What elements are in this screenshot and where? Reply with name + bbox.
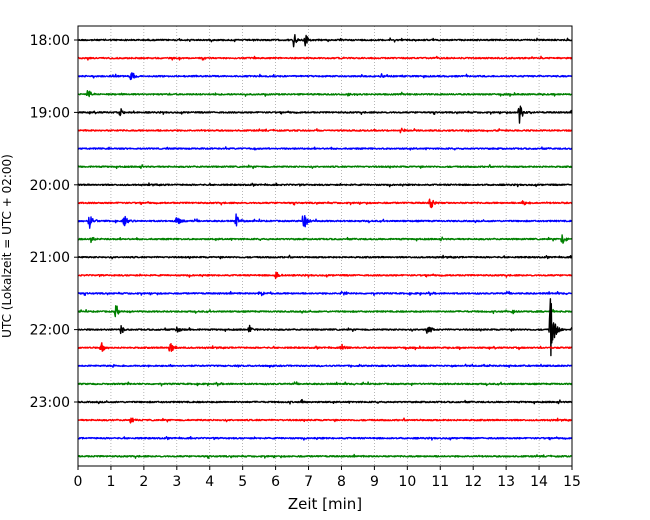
trace-line <box>77 127 573 134</box>
trace-line <box>77 298 573 357</box>
plot-frame <box>77 25 573 467</box>
trace-line <box>77 453 573 459</box>
y-tick-label: 21:00 <box>30 250 70 266</box>
x-tick-label: 5 <box>238 474 247 490</box>
x-tick-label: 14 <box>530 474 548 490</box>
trace-line <box>77 72 573 81</box>
trace-group <box>77 34 573 459</box>
x-tick-label: 8 <box>337 474 346 490</box>
trace-line <box>77 417 573 424</box>
x-axis-ticks: 0 1 2 3 4 5 6 7 8 9 10 11 12 13 14 15 <box>74 466 581 490</box>
y-tick-label: 18:00 <box>30 33 70 49</box>
trace-line <box>77 234 573 244</box>
trace-line <box>77 34 573 48</box>
trace-line <box>77 363 573 369</box>
trace-line <box>77 271 573 280</box>
y-tick-label: 19:00 <box>30 105 70 121</box>
y-tick-label: 20:00 <box>30 178 70 194</box>
grid-lines <box>110 26 540 466</box>
x-tick-label: 10 <box>398 474 416 490</box>
x-tick-label: 11 <box>431 474 449 490</box>
trace-line <box>77 381 573 387</box>
y-axis-ticks: 18:00 19:00 20:00 21:00 22:00 23:00 <box>30 33 78 411</box>
x-tick-label: 1 <box>106 474 115 490</box>
y-tick-label: 22:00 <box>30 323 70 339</box>
trace-line <box>77 305 573 318</box>
trace-line <box>77 342 573 352</box>
trace-line <box>77 398 573 405</box>
x-axis-label: Zeit [min] <box>288 495 362 513</box>
trace-line <box>77 105 573 124</box>
trace-line <box>77 436 573 441</box>
x-tick-label: 7 <box>304 474 313 490</box>
x-tick-label: 13 <box>497 474 515 490</box>
x-tick-label: 3 <box>172 474 181 490</box>
trace-line <box>77 89 573 98</box>
y-axis-label: UTC (Lokalzeit = UTC + 02:00) <box>0 154 14 338</box>
trace-line <box>77 254 573 260</box>
x-tick-label: 15 <box>563 474 581 490</box>
x-tick-label: 0 <box>74 474 83 490</box>
x-tick-label: 2 <box>139 474 148 490</box>
trace-line <box>77 55 573 61</box>
trace-line <box>77 182 573 188</box>
trace-line <box>77 198 573 209</box>
trace-line <box>77 146 573 151</box>
trace-line <box>77 290 573 297</box>
x-tick-label: 12 <box>464 474 482 490</box>
y-tick-label: 23:00 <box>30 395 70 411</box>
trace-line <box>77 164 573 170</box>
x-tick-label: 9 <box>370 474 379 490</box>
x-tick-label: 4 <box>205 474 214 490</box>
trace-line <box>77 213 573 229</box>
x-tick-label: 6 <box>271 474 280 490</box>
